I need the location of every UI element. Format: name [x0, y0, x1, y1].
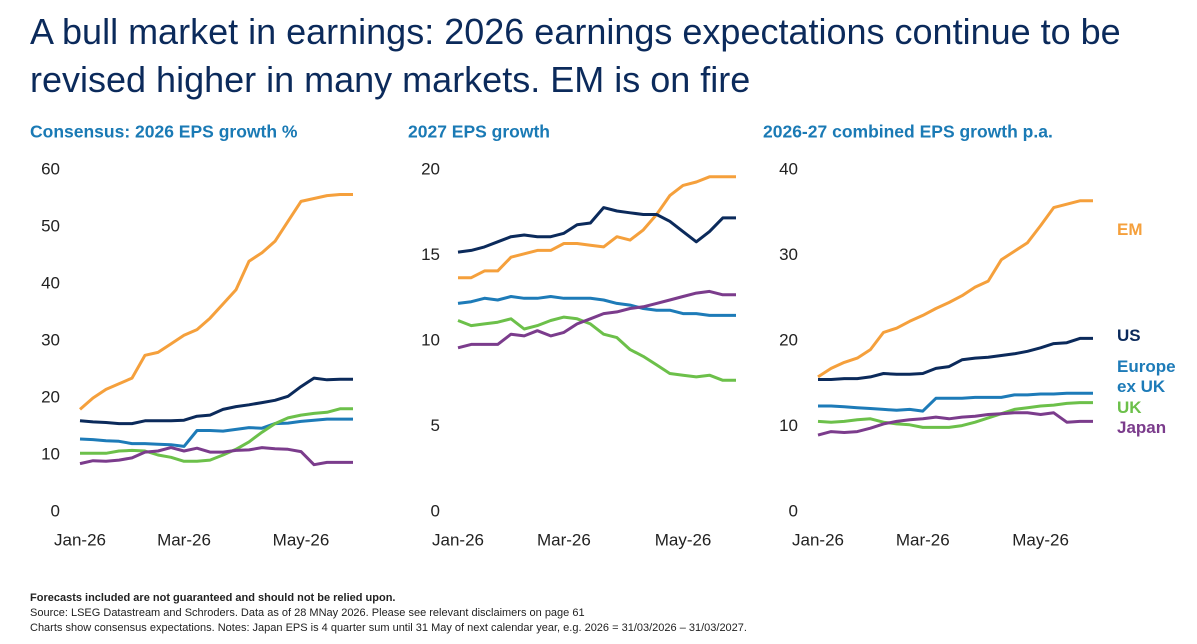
series-line [457, 289, 736, 350]
legend-label: Europe ex UK [1117, 357, 1176, 396]
series-line [79, 446, 353, 467]
x-tick-label: May-26 [1012, 530, 1069, 549]
chart-title: Consensus: 2026 EPS growth % [30, 122, 298, 142]
series-line [79, 376, 353, 426]
y-tick-label: 10 [779, 416, 798, 435]
y-tick-label: 40 [41, 273, 60, 292]
y-tick-label: 30 [779, 245, 798, 264]
x-tick-label: Jan-26 [792, 530, 844, 549]
chart-title: 2026-27 combined EPS growth p.a. [763, 122, 1053, 142]
y-tick-label: 20 [779, 330, 798, 349]
series-line [79, 417, 353, 448]
y-tick-label: 50 [41, 216, 60, 235]
x-tick-label: Jan-26 [54, 530, 106, 549]
y-tick-label: 10 [41, 444, 60, 463]
page-title: A bull market in earnings: 2026 earnings… [30, 11, 1121, 100]
series-line [818, 391, 1093, 413]
legend-label: EM [1117, 220, 1143, 239]
y-tick-label: 40 [779, 159, 798, 178]
y-tick-label: 5 [431, 416, 440, 435]
y-tick-label: 20 [41, 387, 60, 406]
series-line [457, 206, 736, 254]
y-tick-label: 15 [421, 245, 440, 264]
chart-title: 2027 EPS growth [408, 122, 550, 142]
footnote: Forecasts included are not guaranteed an… [30, 592, 396, 604]
y-tick-label: 0 [789, 501, 798, 520]
series-line [80, 407, 353, 463]
footnote: Source: LSEG Datastream and Schroders. D… [30, 607, 585, 619]
series-line [79, 193, 353, 411]
y-tick-label: 0 [431, 501, 440, 520]
legend-label: UK [1117, 398, 1142, 417]
x-tick-label: Mar-26 [157, 530, 211, 549]
y-tick-label: 60 [41, 159, 60, 178]
x-tick-label: Mar-26 [537, 530, 591, 549]
y-tick-label: 0 [51, 501, 60, 520]
series-line [457, 315, 736, 382]
x-tick-label: May-26 [655, 530, 712, 549]
series-line [817, 411, 1093, 437]
y-tick-label: 10 [421, 330, 440, 349]
series-line [818, 336, 1093, 381]
x-tick-label: May-26 [273, 530, 330, 549]
series-line [458, 175, 736, 280]
x-tick-label: Jan-26 [432, 530, 484, 549]
legend-label: Japan [1117, 418, 1167, 437]
y-tick-label: 30 [41, 330, 60, 349]
footnote: Charts show consensus expectations. Note… [30, 622, 747, 634]
series-line [457, 295, 736, 317]
series-line [817, 401, 1093, 429]
y-tick-label: 20 [421, 159, 440, 178]
legend-label: US [1117, 326, 1141, 345]
series-line [817, 199, 1093, 379]
x-tick-label: Mar-26 [896, 530, 950, 549]
